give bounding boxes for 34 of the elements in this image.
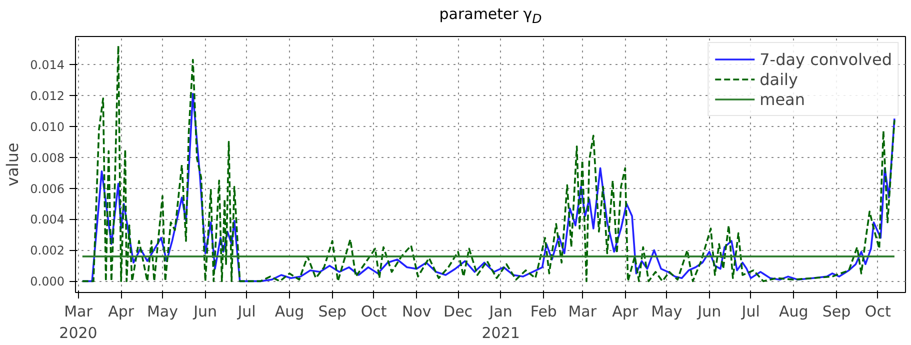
chart-title: parameter γ$_{D}$: [438, 4, 543, 28]
y-tick-label: 0.000: [30, 274, 65, 289]
line-series: [82, 44, 896, 282]
x-tick-label: Aug: [274, 302, 304, 320]
x-tick-label: Sep: [822, 302, 851, 320]
x-tick-label: Dec: [444, 302, 473, 320]
x-tick-label: Jun: [192, 302, 218, 320]
x-tick-label: Feb: [530, 302, 557, 320]
y-tick-label: 0.012: [30, 88, 65, 103]
legend-label: 7-day convolved: [760, 50, 892, 68]
y-tick-label: 0.004: [30, 212, 65, 227]
legend-label: mean: [760, 90, 805, 108]
x-tick-label: May: [651, 302, 682, 320]
y-tick-label: 0.002: [30, 244, 65, 258]
x-tick-label: Sep: [318, 302, 347, 320]
y-axis-title: value: [3, 142, 22, 186]
x-tick-label: Mar: [568, 302, 598, 320]
x-tick-label: Apr: [612, 302, 639, 320]
x-tick-label: Oct: [864, 302, 891, 320]
x-tick-label: Jan 2021: [482, 302, 520, 342]
y-tick-label: 0.014: [30, 58, 65, 72]
x-tick-label: Apr: [108, 302, 135, 320]
x-tick-label: Jul: [740, 302, 760, 320]
y-tick-label: 0.010: [30, 120, 65, 134]
x-tick-label: Mar 2020: [59, 302, 98, 342]
y-tick-label: 0.008: [30, 150, 65, 165]
y-tick-label: 0.006: [30, 182, 65, 196]
x-tick-label: Jun: [696, 302, 722, 320]
x-tick-label: Jul: [236, 302, 256, 320]
x-tick-label: Oct: [360, 302, 387, 320]
legend-label: daily: [760, 70, 798, 88]
x-tick-label: Nov: [402, 302, 432, 320]
x-tick-label: Aug: [778, 302, 808, 320]
x-tick-label: May: [147, 302, 178, 320]
